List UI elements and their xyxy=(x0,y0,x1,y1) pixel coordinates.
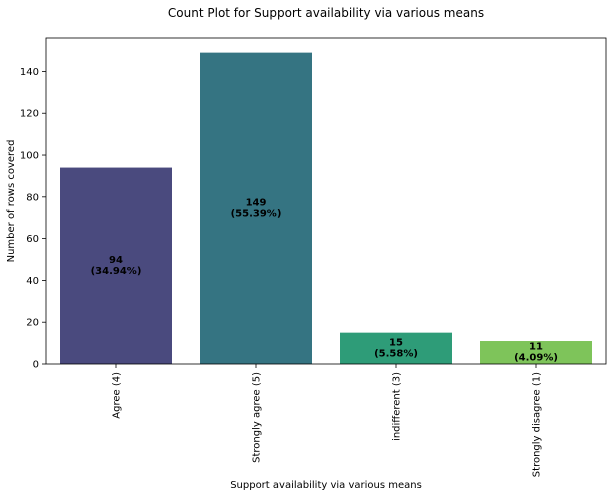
y-tick-label: 60 xyxy=(26,234,39,245)
y-tick-label: 20 xyxy=(26,318,39,329)
bar-value-label: (55.39%) xyxy=(231,208,282,219)
x-tick-label: Strongly disagree (1) xyxy=(532,372,543,477)
x-axis: Agree (4) Strongly agree (5) indifferent (… xyxy=(112,364,543,477)
y-tick-label: 100 xyxy=(20,151,39,162)
bar-value-label: 149 xyxy=(246,197,267,208)
x-axis-label: Support availability via various means xyxy=(230,480,422,491)
bars-layer: 94(34.94%) 149(55.39%) 15(5.58%) 11(4.09%) xyxy=(60,52,592,364)
y-axis-label: Number of rows covered xyxy=(6,140,17,263)
x-tick-label: indifferent (3) xyxy=(392,372,403,441)
bar xyxy=(60,167,172,364)
y-tick-label: 120 xyxy=(20,109,39,120)
y-tick-label: 0 xyxy=(33,360,39,371)
bar-value-label: (4.09%) xyxy=(514,353,558,364)
bar xyxy=(200,52,312,364)
bar-value-label: 94 xyxy=(109,255,123,266)
bar-value-label: (34.94%) xyxy=(91,266,142,277)
bar-value-label: 15 xyxy=(389,337,403,348)
y-axis: 0 20 40 60 80 100 120 140 xyxy=(20,67,46,371)
bar xyxy=(340,332,452,364)
bar-value-label: 11 xyxy=(529,342,543,353)
bar xyxy=(480,341,592,364)
x-tick-label: Strongly agree (5) xyxy=(252,372,263,463)
plot-frame xyxy=(45,37,607,365)
x-tick-label: Agree (4) xyxy=(112,372,123,419)
y-tick-label: 40 xyxy=(26,276,39,287)
y-tick-label: 140 xyxy=(20,67,39,78)
bar-value-label: (5.58%) xyxy=(374,348,418,359)
y-tick-label: 80 xyxy=(26,192,39,203)
chart-title: Count Plot for Support availability via … xyxy=(168,6,484,20)
